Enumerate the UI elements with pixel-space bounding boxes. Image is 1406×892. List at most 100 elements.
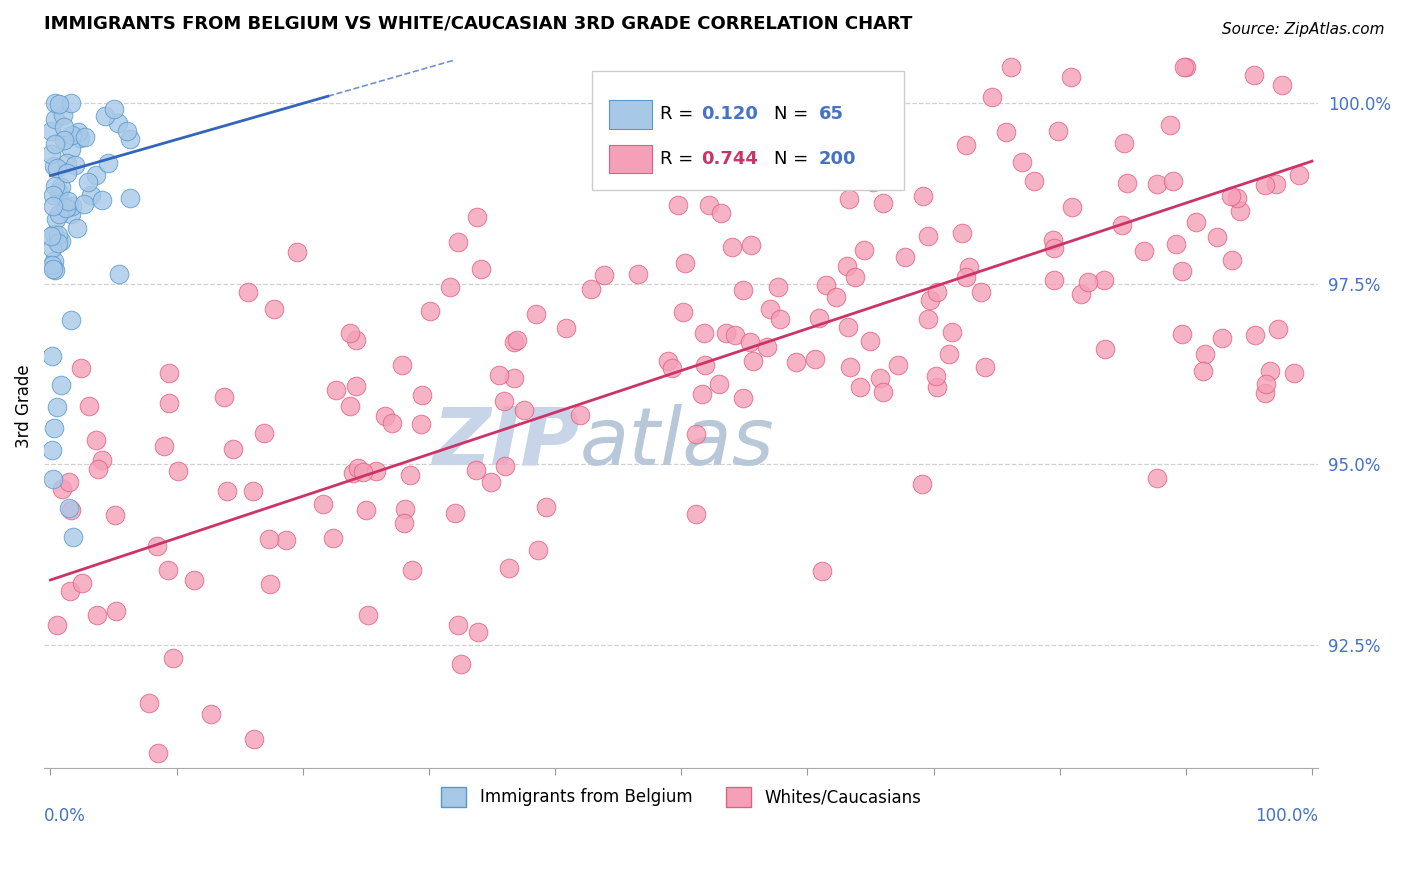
Point: [804, 352, 827, 367]
Point: [756, 340, 779, 354]
Point: [470, 262, 492, 277]
Point: [869, 371, 891, 385]
Point: [58, 500, 80, 515]
Point: [42, 159, 65, 173]
Point: [118, 191, 141, 205]
Point: [357, 608, 380, 623]
Point: [44, 136, 66, 151]
Point: [849, 380, 872, 394]
Point: [838, 360, 860, 375]
Text: 0.120: 0.120: [702, 105, 758, 123]
Point: [1220, 253, 1243, 268]
Point: [41, 349, 63, 363]
Point: [1159, 118, 1181, 132]
Point: [1211, 331, 1233, 345]
Point: [67, 125, 90, 139]
Point: [785, 168, 807, 182]
Point: [1191, 364, 1213, 378]
Y-axis label: 3rd Grade: 3rd Grade: [15, 365, 32, 449]
Point: [825, 290, 848, 304]
Point: [53, 120, 76, 134]
Point: [322, 531, 344, 545]
Point: [758, 302, 780, 317]
Point: [200, 707, 222, 722]
Point: [56, 156, 79, 170]
Point: [392, 516, 415, 531]
Point: [145, 539, 167, 553]
Point: [957, 260, 980, 275]
Point: [1171, 263, 1194, 277]
Point: [49, 378, 72, 392]
Point: [853, 243, 876, 257]
Point: [56, 200, 79, 214]
Point: [156, 563, 179, 577]
Point: [672, 305, 695, 319]
Point: [439, 280, 461, 294]
Point: [46, 227, 69, 242]
Point: [46, 161, 69, 175]
Point: [342, 466, 364, 480]
Point: [274, 533, 297, 548]
Point: [62, 530, 84, 544]
Point: [44, 96, 66, 111]
Point: [381, 416, 404, 430]
Point: [42, 188, 65, 202]
Point: [44, 263, 66, 277]
Point: [859, 334, 882, 348]
Point: [44, 112, 66, 127]
Point: [1288, 168, 1310, 182]
Point: [115, 123, 138, 137]
Point: [887, 358, 910, 372]
Point: [1111, 218, 1133, 232]
Point: [707, 377, 730, 392]
Point: [872, 195, 894, 210]
Point: [1115, 177, 1137, 191]
Point: [1258, 364, 1281, 378]
Point: [325, 383, 347, 397]
Point: [447, 618, 470, 632]
Point: [1077, 276, 1099, 290]
Point: [876, 148, 898, 162]
Point: [138, 696, 160, 710]
Point: [391, 358, 413, 372]
Point: [146, 746, 169, 760]
Point: [73, 197, 96, 211]
Point: [94, 109, 117, 123]
Point: [447, 235, 470, 249]
Point: [72, 575, 94, 590]
Point: [183, 573, 205, 587]
Point: [222, 442, 245, 457]
Text: 0.0%: 0.0%: [44, 807, 86, 825]
Point: [1175, 60, 1198, 74]
Point: [41, 229, 63, 244]
Point: [48, 207, 70, 221]
Text: atlas: atlas: [579, 404, 775, 482]
Point: [513, 403, 536, 417]
Point: [785, 354, 807, 368]
Point: [685, 507, 707, 521]
Point: [409, 417, 432, 432]
Point: [49, 234, 72, 248]
Text: N =: N =: [775, 150, 814, 168]
Point: [524, 307, 547, 321]
Point: [217, 484, 239, 499]
Point: [253, 426, 276, 441]
Text: R =: R =: [659, 150, 699, 168]
Point: [673, 108, 696, 122]
Point: [1042, 233, 1064, 247]
Point: [60, 199, 83, 213]
Point: [42, 472, 65, 486]
Point: [917, 228, 939, 243]
FancyBboxPatch shape: [609, 145, 652, 173]
Point: [59, 583, 82, 598]
Point: [84, 433, 107, 447]
Point: [1146, 178, 1168, 192]
Point: [579, 282, 602, 296]
Point: [60, 142, 83, 156]
Point: [347, 461, 370, 475]
Text: 0.744: 0.744: [702, 150, 758, 168]
Point: [354, 502, 377, 516]
Point: [808, 311, 831, 326]
Legend: Immigrants from Belgium, Whites/Caucasians: Immigrants from Belgium, Whites/Caucasia…: [434, 780, 928, 814]
Point: [45, 211, 67, 226]
